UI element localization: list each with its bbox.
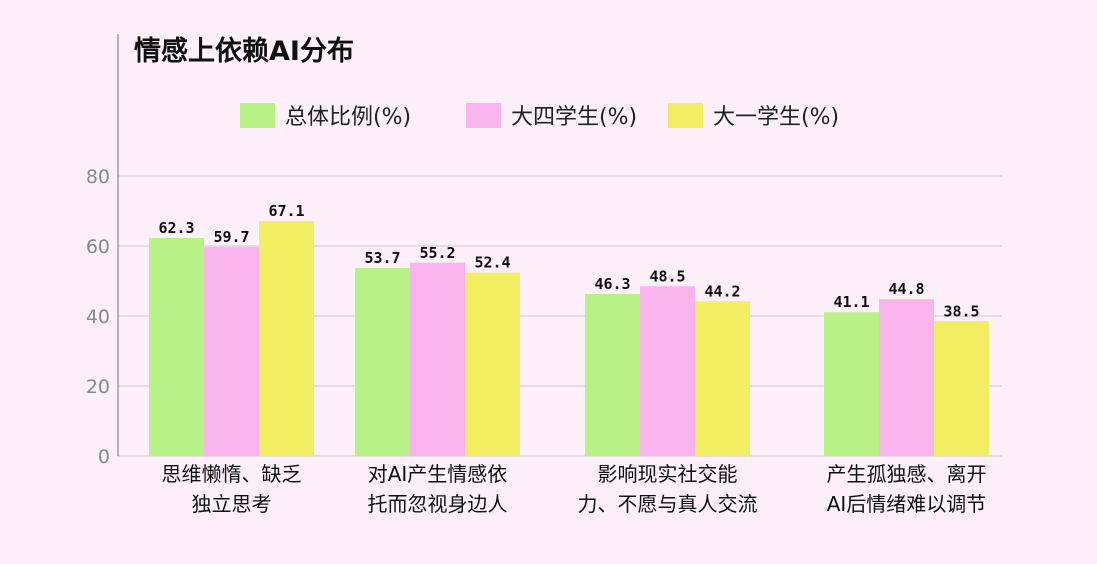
data-label: 52.4 xyxy=(474,254,510,272)
data-label: 48.5 xyxy=(649,267,685,285)
bars xyxy=(149,221,989,456)
y-tick-label: 20 xyxy=(86,376,110,398)
bar xyxy=(465,272,520,456)
chart-title: 情感上依赖AI分布 xyxy=(134,35,354,67)
bar xyxy=(585,293,640,456)
bar xyxy=(879,299,934,456)
legend: 总体比例(%) 大四学生(%) 大一学生(%) xyxy=(240,103,839,130)
legend-label: 大四学生(%) xyxy=(511,105,637,130)
data-labels: 62.3 59.7 67.1 53.7 55.2 52.4 46.3 48.5 44.2 41.1… xyxy=(158,202,979,320)
bar xyxy=(149,237,204,456)
bar xyxy=(695,301,750,456)
bar xyxy=(640,286,695,456)
x-tick-label: 思维懒惰、缺乏 xyxy=(162,462,302,486)
x-tick-label: 力、不愿与真人交流 xyxy=(578,492,758,516)
data-label: 44.8 xyxy=(888,280,924,298)
legend-swatch xyxy=(668,103,703,128)
x-tick-label: 影响现实社交能 xyxy=(598,462,738,486)
y-tick-label: 60 xyxy=(86,236,110,258)
y-tick-label: 80 xyxy=(86,166,110,188)
data-label: 44.2 xyxy=(704,282,740,300)
data-label: 46.3 xyxy=(594,275,630,293)
x-tick-label: 独立思考 xyxy=(192,492,272,516)
bar xyxy=(824,312,879,456)
data-label: 55.2 xyxy=(419,244,455,262)
data-label: 41.1 xyxy=(833,293,869,311)
bar xyxy=(204,247,259,456)
y-tick-label: 40 xyxy=(86,306,110,328)
x-tick-label: AI后情绪难以调节 xyxy=(827,492,987,516)
bar xyxy=(355,268,410,456)
x-tick-label: 产生孤独感、离开 xyxy=(827,462,987,486)
x-tick-label: 托而忽视身边人 xyxy=(368,492,508,516)
x-tick-label: 对AI产生情感依 xyxy=(368,462,508,486)
y-tick-label: 0 xyxy=(98,446,110,468)
legend-label: 总体比例(%) xyxy=(285,105,411,130)
legend-swatch xyxy=(240,103,275,128)
y-axis-ticks: 0 20 40 60 80 xyxy=(86,166,110,468)
bar xyxy=(410,262,465,456)
data-label: 53.7 xyxy=(364,249,400,267)
bar xyxy=(259,221,314,456)
data-label: 67.1 xyxy=(268,202,304,220)
data-label: 38.5 xyxy=(943,302,979,320)
legend-label: 大一学生(%) xyxy=(713,105,839,130)
data-label: 59.7 xyxy=(213,228,249,246)
legend-swatch xyxy=(466,103,501,128)
bar xyxy=(934,321,989,456)
data-label: 62.3 xyxy=(158,219,194,237)
